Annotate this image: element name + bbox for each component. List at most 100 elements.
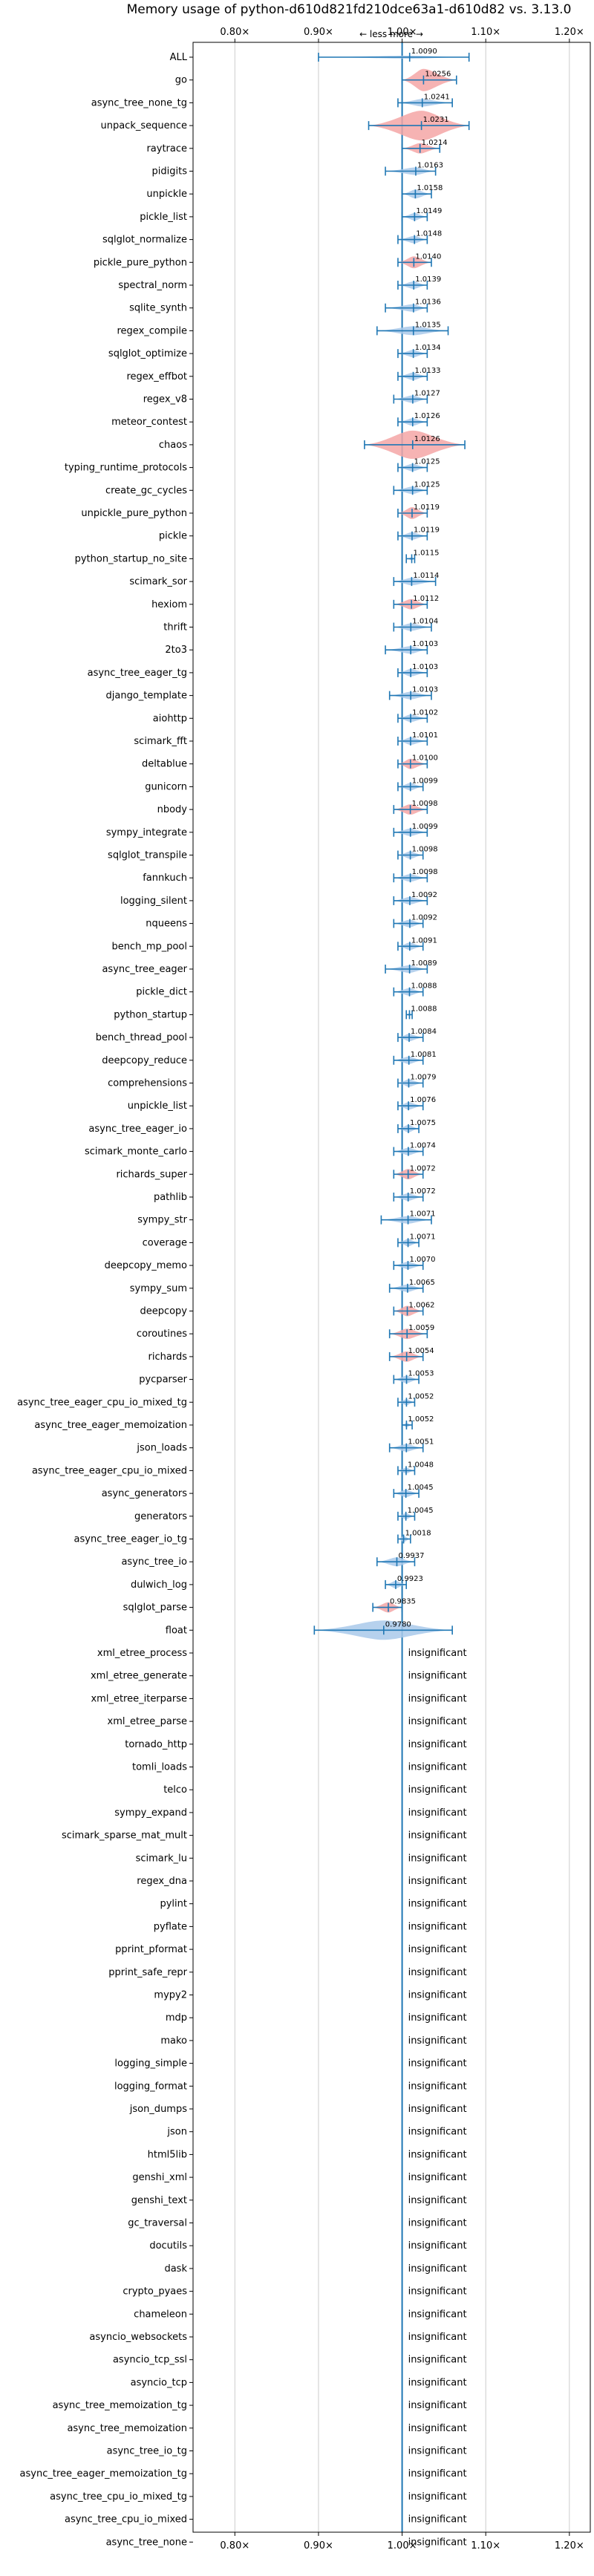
benchmark-label: xml_etree_process (97, 1648, 187, 1659)
insignificant-label: insignificant (408, 2218, 467, 2229)
benchmark-label: scimark_sor (129, 576, 187, 587)
insignificant-label: insignificant (408, 2127, 467, 2138)
benchmark-row: pidigits 1.0163 (152, 162, 443, 177)
benchmark-row: async_tree_none insignificant (106, 2537, 467, 2548)
value-label: 1.0112 (413, 595, 439, 603)
benchmark-row: async_tree_eager 1.0089 (102, 959, 437, 975)
benchmark-row: unpack_sequence 1.0231 (100, 111, 470, 141)
value-label: 0.9835 (390, 1598, 416, 1606)
plot-frame (192, 42, 591, 2533)
insignificant-label: insignificant (408, 2468, 467, 2479)
benchmark-label: genshi_xml (132, 2172, 187, 2183)
benchmark-label: docutils (149, 2240, 187, 2251)
insignificant-label: insignificant (408, 2240, 467, 2251)
benchmark-row: mdp insignificant (166, 2012, 467, 2024)
benchmark-row: async_tree_memoization_tg insignificant (53, 2400, 467, 2411)
benchmark-label: logging_format (114, 2081, 187, 2092)
benchmark-label: pickle (159, 531, 187, 542)
plot-area: ALL 1.0090 go 1.0256 async_tree_none_tg 1.024… (17, 42, 470, 2548)
insignificant-label: insignificant (408, 1921, 467, 1932)
insignificant-label: insignificant (408, 2446, 467, 2457)
benchmark-row: pylint insignificant (160, 1899, 466, 1910)
benchmark-label: scimark_monte_carlo (85, 1147, 187, 1158)
benchmark-label: dulwich_log (131, 1579, 187, 1591)
benchmark-label: bench_thread_pool (96, 1032, 187, 1043)
value-label: 1.0149 (416, 207, 442, 215)
benchmark-row: deepcopy_memo 1.0070 (105, 1256, 436, 1271)
benchmark-label: mypy2 (154, 1990, 187, 2001)
benchmark-label: nqueens (146, 919, 187, 930)
benchmark-row: json insignificant (166, 2127, 466, 2138)
benchmark-row: docutils insignificant (149, 2240, 466, 2251)
benchmark-row: unpickle 1.0158 (146, 184, 443, 200)
benchmark-row: typing_runtime_protocols 1.0125 (65, 458, 440, 474)
value-label: 1.0103 (412, 663, 438, 671)
value-label: 1.0072 (410, 1164, 436, 1173)
value-label: 0.9923 (397, 1575, 423, 1583)
benchmark-label: sqlglot_transpile (108, 850, 187, 861)
value-label: 1.0059 (408, 1324, 434, 1332)
benchmark-label: raytrace (146, 143, 187, 154)
benchmark-row: gc_traversal insignificant (128, 2218, 466, 2229)
benchmark-row: telco insignificant (163, 1784, 466, 1796)
value-label: 1.0052 (408, 1392, 434, 1401)
insignificant-label: insignificant (408, 1671, 467, 1682)
benchmark-row: sqlglot_transpile 1.0098 (108, 846, 438, 861)
insignificant-label: insignificant (408, 2058, 467, 2070)
benchmark-label: genshi_text (131, 2195, 187, 2206)
value-label: 1.0076 (410, 1096, 436, 1104)
benchmark-label: python_startup_no_site (75, 553, 187, 564)
benchmark-label: async_tree_cpu_io_mixed (65, 2514, 187, 2526)
benchmark-row: genshi_text insignificant (131, 2195, 467, 2206)
benchmark-label: deltablue (142, 759, 187, 770)
value-label: 1.0052 (408, 1415, 434, 1424)
benchmark-row: gunicorn 1.0099 (145, 777, 438, 792)
benchmark-row: regex_dna insignificant (137, 1876, 466, 1887)
x-tick-label-top: 0.90× (304, 27, 333, 38)
value-label: 1.0126 (414, 435, 440, 443)
benchmark-row: mypy2 insignificant (154, 1990, 466, 2001)
benchmark-label: async_tree_cpu_io_mixed_tg (50, 2491, 187, 2502)
insignificant-label: insignificant (408, 2172, 467, 2183)
benchmark-label: json (166, 2127, 187, 2138)
benchmark-label: float (166, 1625, 187, 1636)
benchmark-row: html5lib insignificant (148, 2149, 467, 2160)
x-tick-label-bottom: 1.00× (388, 2540, 417, 2551)
value-label: 1.0125 (414, 458, 440, 466)
value-label: 1.0163 (417, 162, 443, 170)
value-label: 1.0045 (408, 1507, 434, 1515)
x-tick-label-top: 1.10× (471, 27, 500, 38)
value-label: 1.0071 (410, 1233, 436, 1241)
benchmark-row: sympy_str 1.0071 (137, 1210, 435, 1226)
insignificant-label: insignificant (408, 2514, 467, 2526)
value-label: 1.0051 (408, 1438, 434, 1447)
benchmark-label: async_generators (102, 1488, 188, 1499)
benchmark-row: scimark_sparse_mat_mult insignificant (62, 1830, 467, 1842)
benchmark-row: django_template 1.0103 (106, 686, 439, 702)
benchmark-row: asyncio_tcp insignificant (131, 2377, 467, 2388)
benchmark-row: async_generators 1.0045 (102, 1484, 434, 1499)
benchmark-row: unpickle_pure_python 1.0119 (81, 503, 440, 519)
benchmark-row: float 0.9780 (166, 1620, 453, 1640)
x-tick-label-top: 1.00× (388, 27, 417, 38)
benchmark-label: richards_super (116, 1169, 187, 1180)
benchmark-row: python_startup 1.0088 (114, 1005, 437, 1020)
benchmark-label: scimark_sparse_mat_mult (62, 1830, 187, 1842)
benchmark-label: regex_dna (137, 1876, 187, 1887)
value-label: 1.0133 (415, 367, 441, 375)
benchmark-label: async_tree_eager_io_tg (74, 1534, 187, 1545)
benchmark-label: regex_compile (117, 325, 187, 336)
benchmark-row: pickle_dict 1.0088 (136, 982, 437, 998)
value-label: 1.0103 (412, 686, 438, 694)
benchmark-row: sqlglot_optimize 1.0134 (108, 344, 441, 359)
benchmark-row: sqlglot_parse 0.9835 (123, 1598, 416, 1614)
benchmark-row: create_gc_cycles 1.0125 (105, 480, 440, 496)
value-label: 1.0140 (415, 252, 441, 261)
insignificant-label: insignificant (408, 2104, 467, 2115)
value-label: 1.0104 (412, 618, 438, 626)
benchmark-row: raytrace 1.0214 (146, 139, 447, 154)
benchmark-label: nbody (157, 804, 188, 815)
benchmark-label: async_tree_none (106, 2537, 187, 2548)
benchmark-label: async_tree_eager_io (88, 1124, 187, 1135)
benchmark-row: json_loads 1.0051 (136, 1438, 434, 1454)
